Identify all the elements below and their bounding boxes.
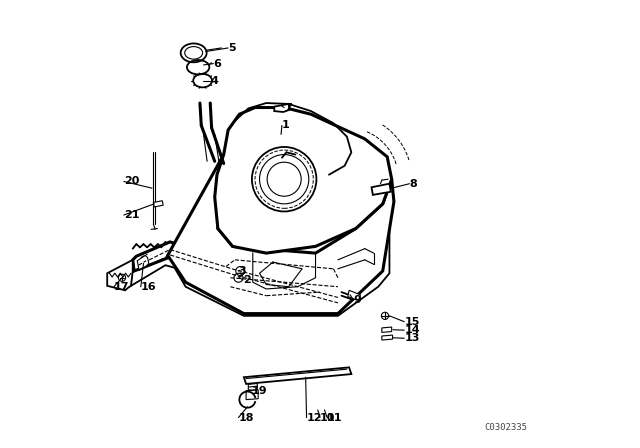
Text: 20: 20 xyxy=(124,177,139,186)
Text: 6: 6 xyxy=(213,59,221,69)
Text: 14: 14 xyxy=(404,325,420,335)
Polygon shape xyxy=(275,104,289,112)
Polygon shape xyxy=(244,367,351,384)
Polygon shape xyxy=(131,251,235,286)
Text: 5: 5 xyxy=(228,43,236,53)
Polygon shape xyxy=(170,204,389,316)
Text: 18: 18 xyxy=(239,413,254,422)
Text: 19: 19 xyxy=(252,386,268,396)
Text: 9: 9 xyxy=(353,295,362,305)
Text: 1: 1 xyxy=(282,121,290,130)
Polygon shape xyxy=(132,242,347,306)
Polygon shape xyxy=(108,260,132,290)
Text: 15: 15 xyxy=(404,317,420,327)
Text: 3: 3 xyxy=(239,266,246,276)
Polygon shape xyxy=(168,155,394,314)
Polygon shape xyxy=(215,108,392,253)
Text: 11: 11 xyxy=(327,413,342,422)
Text: 17: 17 xyxy=(114,282,129,292)
Text: 21: 21 xyxy=(124,210,140,220)
Text: 12: 12 xyxy=(307,413,322,422)
Text: C0302335: C0302335 xyxy=(484,423,527,432)
Text: 4: 4 xyxy=(210,76,218,86)
Polygon shape xyxy=(382,327,392,332)
Polygon shape xyxy=(382,335,392,340)
Polygon shape xyxy=(348,290,360,301)
Text: 10: 10 xyxy=(320,413,335,422)
Polygon shape xyxy=(248,383,257,391)
Text: 16: 16 xyxy=(141,282,156,292)
Text: 8: 8 xyxy=(410,179,417,189)
Polygon shape xyxy=(371,184,391,195)
Text: 13: 13 xyxy=(404,333,420,343)
Polygon shape xyxy=(137,255,149,270)
Polygon shape xyxy=(154,201,163,207)
Text: 7: 7 xyxy=(284,103,292,112)
Text: 2: 2 xyxy=(243,275,251,285)
